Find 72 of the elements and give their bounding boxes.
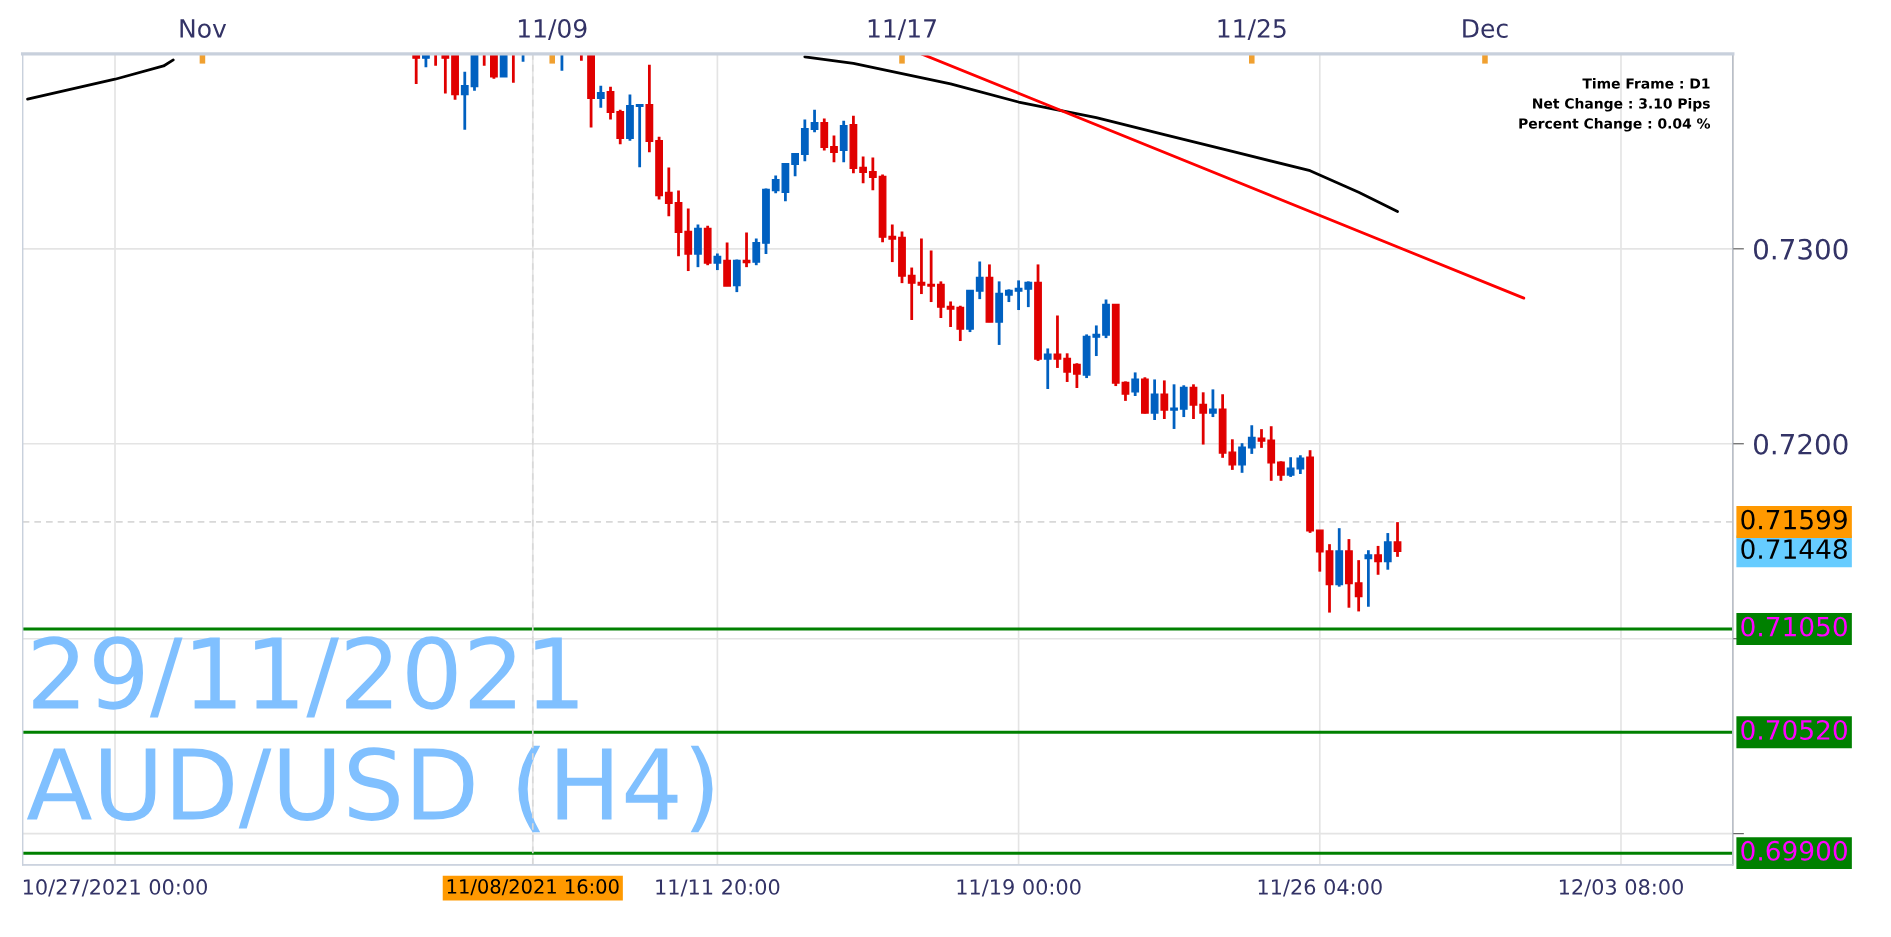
annotation: Percent Change : 0.04 % (1519, 117, 1711, 132)
candlestick (810, 108, 819, 134)
candlestick (791, 152, 800, 178)
candlestick (917, 237, 926, 296)
candlestick (927, 249, 936, 304)
ref-line-label: 0.69900 (1741, 840, 1847, 861)
candlestick (1354, 558, 1363, 613)
candlestick (1063, 351, 1072, 384)
x-tick-label: 11/26 04:00 (1258, 879, 1382, 897)
candlestick (907, 266, 916, 322)
text: 11/09 (518, 19, 587, 40)
ref-line-label: 0.71050 (1741, 616, 1847, 637)
x-tick-label: 12/03 08:00 (1559, 879, 1683, 897)
candlestick (975, 260, 984, 301)
candlestick (1072, 361, 1081, 390)
candlestick (888, 223, 897, 264)
line-series (803, 55, 1399, 213)
candlestick (1160, 379, 1169, 421)
candlestick (859, 155, 868, 185)
y-tick-label: 0.7200 (1754, 433, 1848, 455)
candlestick (1267, 424, 1276, 483)
text: AUD/USD (H4) (26, 745, 713, 833)
y-tick-label: 0.7300 (1754, 238, 1848, 260)
annotation: Net Change : 3.10 Pips (1533, 97, 1710, 112)
ref-line-label: 0.71599 (1741, 509, 1847, 530)
line-series (26, 58, 175, 101)
candlestick (1043, 347, 1052, 391)
candlestick (664, 166, 673, 218)
candlestick (868, 156, 877, 192)
candlestick (1364, 548, 1373, 609)
candlestick (1315, 528, 1324, 574)
candlestick (606, 85, 615, 121)
candlestick (936, 279, 945, 320)
text: Nov (180, 19, 227, 38)
candlestick (635, 103, 644, 169)
candlestick (1179, 383, 1188, 419)
candlestick (1170, 382, 1178, 431)
x-tick-label: 11/19 00:00 (957, 879, 1081, 897)
candlestick (1247, 423, 1256, 456)
candlestick (1257, 427, 1266, 450)
x-tick-label: 11/08/2021 16:00 (447, 879, 619, 896)
text: 29/11/2021 (33, 636, 578, 718)
candlestick (1024, 279, 1033, 309)
text: 11/25 (1218, 19, 1286, 40)
x-tick-label: 10/27/2021 00:00 (23, 879, 207, 897)
candlestick (1374, 544, 1382, 577)
candlestick (1238, 441, 1246, 475)
text: 11/17 (868, 19, 936, 40)
candlestick (1014, 279, 1023, 312)
candlestick (1209, 387, 1217, 419)
candlestick (1393, 520, 1402, 559)
candlestick (830, 134, 838, 164)
candlestick (1121, 380, 1130, 403)
candlestick (1053, 314, 1062, 370)
candlestick (1189, 382, 1198, 421)
ref-line-label: 0.70520 (1741, 719, 1847, 740)
candlestick (1383, 531, 1392, 572)
text: 0.71448 (1741, 539, 1847, 560)
candlestick (752, 237, 761, 267)
x-tick-label: 11/11 20:00 (656, 879, 780, 897)
candlestick (1277, 459, 1285, 483)
annotation: Time Frame : D1 (1582, 77, 1710, 89)
candlestick (1131, 371, 1140, 398)
candlestick (596, 84, 605, 110)
candlestick (460, 70, 469, 132)
candlestick (490, 53, 498, 81)
candlestick (1150, 378, 1159, 422)
text: Dec (1463, 19, 1508, 38)
candlestick (946, 300, 955, 329)
candlestick (684, 207, 693, 273)
candlestick (956, 304, 965, 343)
candlestick (1199, 390, 1208, 446)
